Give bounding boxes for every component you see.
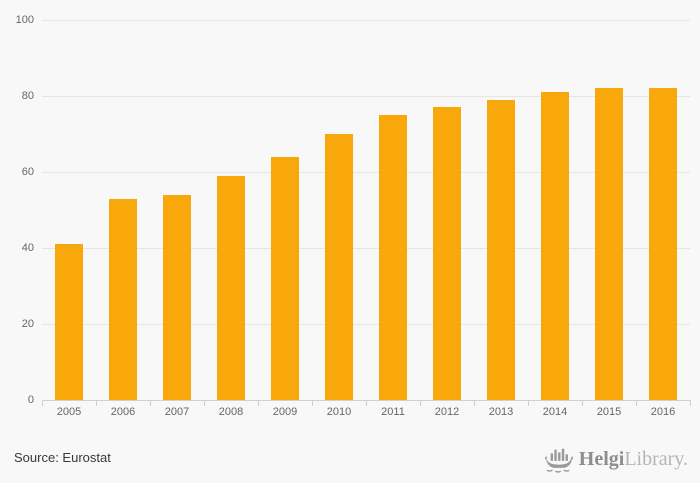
y-axis-label-60: 60 xyxy=(21,166,34,178)
y-axis-label-0: 0 xyxy=(27,394,34,406)
gridline-60 xyxy=(42,172,690,173)
bar-2006 xyxy=(109,198,137,400)
helgilibrary-logo[interactable]: HelgiLibrary. xyxy=(544,445,688,473)
x-axis-tick xyxy=(636,400,637,406)
x-axis-label-2010: 2010 xyxy=(326,406,352,418)
bar-2015 xyxy=(595,88,623,400)
y-axis-label-80: 80 xyxy=(21,90,34,102)
x-axis-label-2006: 2006 xyxy=(110,406,136,418)
x-axis-tick xyxy=(474,400,475,406)
bar-2014 xyxy=(541,92,569,400)
bar-2012 xyxy=(433,107,461,400)
gridline-80 xyxy=(42,96,690,97)
x-axis-label-2007: 2007 xyxy=(164,406,190,418)
x-axis-label-2011: 2011 xyxy=(381,406,405,418)
x-axis-label-2014: 2014 xyxy=(542,406,568,418)
gridline-40 xyxy=(42,248,690,249)
x-axis-label-2016: 2016 xyxy=(650,406,676,418)
bar-2013 xyxy=(487,99,515,400)
y-axis-label-40: 40 xyxy=(21,242,34,254)
source-label: Source: Eurostat xyxy=(14,450,111,465)
x-axis-label-2013: 2013 xyxy=(488,406,514,418)
brand-wordmark: HelgiLibrary. xyxy=(579,449,688,469)
bar-2016 xyxy=(649,88,677,400)
x-axis-label-2012: 2012 xyxy=(434,406,460,418)
brand-name-helgi: Helgi xyxy=(578,448,625,470)
x-axis-label-2009: 2009 xyxy=(272,406,298,418)
plot-area xyxy=(42,20,690,401)
bar-2010 xyxy=(325,134,353,400)
x-axis-tick xyxy=(42,400,43,406)
x-axis-tick xyxy=(150,400,151,406)
x-axis-tick xyxy=(366,400,367,406)
bar-2009 xyxy=(271,156,299,400)
viking-ship-icon xyxy=(544,448,573,473)
x-axis-tick xyxy=(690,400,691,406)
x-axis-tick xyxy=(582,400,583,406)
x-axis-tick xyxy=(96,400,97,406)
x-axis-tick xyxy=(528,400,529,406)
gridline-20 xyxy=(42,324,690,325)
x-axis-tick xyxy=(312,400,313,406)
x-axis-tick xyxy=(420,400,421,406)
brand-name-library: Library. xyxy=(624,448,688,470)
bar-2007 xyxy=(163,194,191,400)
x-axis-label-2008: 2008 xyxy=(218,406,244,418)
bar-2011 xyxy=(379,115,407,400)
bar-2005 xyxy=(55,244,83,400)
y-axis-label-100: 100 xyxy=(15,14,34,26)
x-axis-tick xyxy=(204,400,205,406)
bar-2008 xyxy=(217,175,245,400)
y-axis-label-20: 20 xyxy=(21,318,34,330)
gridline-100 xyxy=(42,20,690,21)
x-axis-label-2005: 2005 xyxy=(56,406,82,418)
x-axis-tick xyxy=(258,400,259,406)
x-axis-label-2015: 2015 xyxy=(596,406,622,418)
